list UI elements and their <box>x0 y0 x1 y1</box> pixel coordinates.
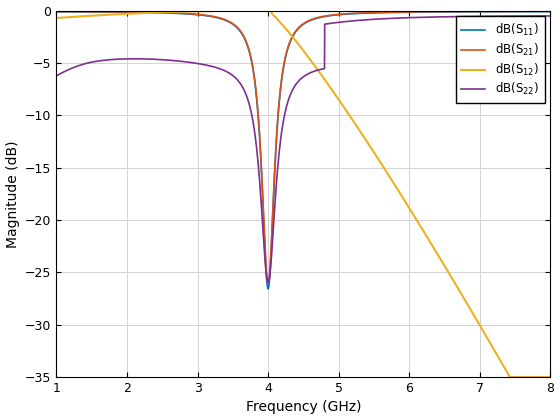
Legend: dB(S$_{11}$), dB(S$_{21}$), dB(S$_{12}$), dB(S$_{22}$): dB(S$_{11}$), dB(S$_{21}$), dB(S$_{12}$)… <box>456 16 544 103</box>
dB(S$_{12}$) <box>547 375 554 380</box>
dB(S$_{11}$) <box>265 286 272 291</box>
dB(S$_{21}$) <box>349 11 356 16</box>
dB(S$_{12}$) <box>240 8 246 13</box>
Line: dB(S$_{11}$): dB(S$_{11}$) <box>57 12 550 289</box>
dB(S$_{12}$) <box>143 10 150 16</box>
dB(S$_{11}$) <box>349 11 356 16</box>
dB(S$_{12}$) <box>506 375 513 380</box>
dB(S$_{12}$) <box>349 118 356 123</box>
dB(S$_{11}$) <box>459 9 466 14</box>
dB(S$_{11}$) <box>547 9 554 14</box>
dB(S$_{12}$) <box>53 16 60 21</box>
Line: dB(S$_{22}$): dB(S$_{22}$) <box>57 16 550 282</box>
dB(S$_{21}$) <box>547 9 554 14</box>
dB(S$_{22}$) <box>349 18 356 24</box>
dB(S$_{21}$) <box>265 281 272 286</box>
dB(S$_{11}$) <box>375 10 381 15</box>
dB(S$_{22}$) <box>265 280 272 285</box>
Y-axis label: Magnitude (dB): Magnitude (dB) <box>6 140 20 247</box>
dB(S$_{22}$) <box>53 73 60 78</box>
Line: dB(S$_{21}$): dB(S$_{21}$) <box>57 11 550 284</box>
dB(S$_{22}$) <box>143 56 150 61</box>
X-axis label: Frequency (GHz): Frequency (GHz) <box>246 400 361 415</box>
dB(S$_{21}$) <box>422 9 428 14</box>
dB(S$_{12}$) <box>375 156 381 161</box>
dB(S$_{22}$) <box>375 16 381 21</box>
dB(S$_{11}$) <box>143 10 150 15</box>
Line: dB(S$_{12}$): dB(S$_{12}$) <box>57 10 550 377</box>
dB(S$_{11}$) <box>242 37 249 42</box>
dB(S$_{21}$) <box>375 10 381 15</box>
dB(S$_{22}$) <box>459 14 466 19</box>
dB(S$_{12}$) <box>422 231 428 236</box>
dB(S$_{21}$) <box>459 9 466 14</box>
dB(S$_{21}$) <box>53 9 60 14</box>
dB(S$_{11}$) <box>422 10 428 15</box>
dB(S$_{12}$) <box>459 294 466 299</box>
dB(S$_{11}$) <box>53 9 60 14</box>
dB(S$_{22}$) <box>242 90 249 95</box>
dB(S$_{22}$) <box>422 15 428 20</box>
dB(S$_{21}$) <box>143 10 150 15</box>
dB(S$_{12}$) <box>242 8 249 13</box>
dB(S$_{21}$) <box>242 37 249 42</box>
dB(S$_{22}$) <box>547 13 554 18</box>
